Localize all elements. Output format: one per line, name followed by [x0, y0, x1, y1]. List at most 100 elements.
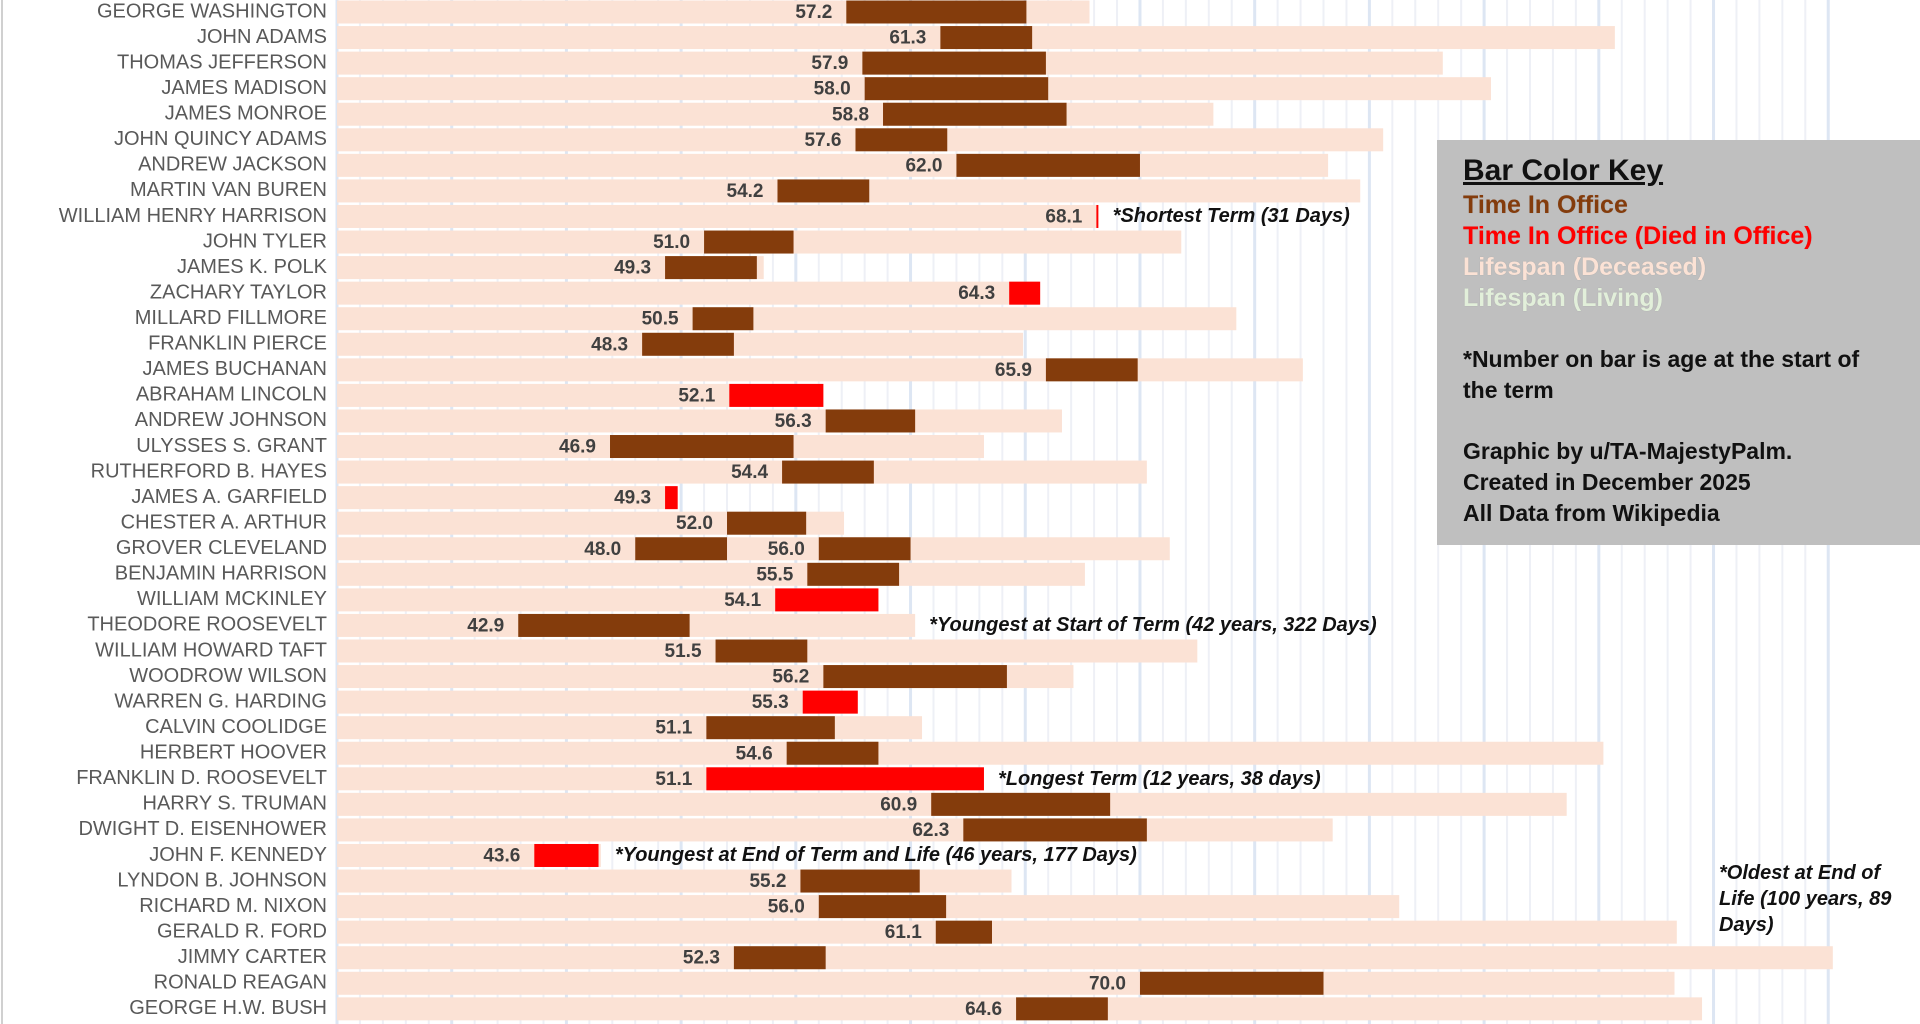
start-age-label: 61.1: [885, 922, 922, 943]
start-age-label: 62.0: [905, 155, 942, 176]
president-name: LYNDON B. JOHNSON: [117, 869, 327, 891]
term-bar: [862, 51, 1046, 75]
legend-note: Created in December 2025: [1463, 469, 1751, 495]
term-bar-died: [665, 486, 678, 510]
president-name: GEORGE H.W. BUSH: [129, 997, 327, 1019]
lifespan-bar: [337, 409, 1062, 433]
annotation: *Youngest at Start of Term (42 years, 32…: [929, 614, 1377, 637]
president-name: WOODROW WILSON: [129, 665, 327, 687]
start-age-label: 68.1: [1045, 206, 1082, 227]
annotation: *Shortest Term (31 Days): [1112, 205, 1350, 228]
term-bar: [635, 537, 728, 561]
start-age-label: 58.8: [832, 104, 869, 125]
lifespan-bar: [337, 971, 1675, 995]
legend-title: Bar Color Key: [1463, 154, 1664, 187]
start-age-label: 55.2: [749, 871, 786, 892]
president-name: JAMES MONROE: [165, 103, 327, 125]
term-bar: [800, 869, 920, 893]
legend-note: *Number on bar is age at the start of th…: [1463, 346, 1860, 403]
term-bar: [786, 741, 879, 765]
lifespan-bar: [337, 256, 764, 280]
term-bar: [642, 332, 734, 356]
term-bar: [846, 0, 1027, 24]
annotation: *Oldest at End of Life (100 years, 89 Da…: [1719, 862, 1892, 937]
start-age-label: 48.0: [584, 539, 621, 560]
president-name: MARTIN VAN BUREN: [130, 179, 327, 201]
start-age-label: 52.1: [678, 385, 715, 406]
president-name: ULYSSES S. GRANT: [136, 435, 327, 457]
lifespan-bar: [337, 383, 824, 407]
legend-item: Time In Office: [1463, 191, 1628, 219]
start-age-label: 54.2: [727, 181, 764, 202]
president-name: JOHN QUINCY ADAMS: [114, 128, 327, 150]
lifespan-bar: [337, 307, 1237, 331]
president-name: HARRY S. TRUMAN: [143, 793, 327, 815]
term-bar: [956, 153, 1140, 177]
president-name: FRANKLIN D. ROOSEVELT: [76, 767, 327, 789]
term-bar: [1016, 997, 1108, 1021]
president-name: JAMES K. POLK: [177, 256, 328, 278]
lifespan-bar: [337, 588, 879, 612]
term-bar: [782, 460, 874, 484]
term-bar: [855, 128, 948, 152]
start-age-label: 61.3: [889, 28, 926, 49]
term-bar: [823, 665, 1007, 689]
president-name: CHESTER A. ARTHUR: [121, 511, 327, 533]
president-name: BENJAMIN HARRISON: [115, 563, 327, 585]
start-age-label: 49.3: [614, 258, 651, 279]
term-bar-died: [534, 843, 599, 867]
lifespan-bar: [337, 562, 1085, 586]
term-bar-died: [1096, 204, 1099, 228]
president-name: JOHN TYLER: [203, 230, 327, 252]
president-name: RUTHERFORD B. HAYES: [91, 460, 327, 482]
president-name: GEORGE WASHINGTON: [97, 0, 327, 22]
president-name: THOMAS JEFFERSON: [117, 51, 327, 73]
lifespan-bar: [337, 153, 1329, 177]
term-bar: [963, 818, 1147, 842]
start-age-label: 50.5: [642, 309, 679, 330]
start-age-label: 54.6: [736, 743, 773, 764]
term-bar: [727, 511, 807, 535]
president-name: GROVER CLEVELAND: [116, 537, 327, 559]
lifespan-bar: [337, 511, 845, 535]
president-name: FRANKLIN PIERCE: [148, 333, 327, 355]
president-name: RICHARD M. NIXON: [139, 895, 327, 917]
president-name: JAMES A. GARFIELD: [131, 486, 327, 508]
lifespan-bar: [337, 486, 677, 510]
start-age-label: 55.3: [752, 692, 789, 713]
legend-item: Lifespan (Deceased): [1463, 253, 1707, 281]
start-age-label: 65.9: [995, 360, 1032, 381]
president-name: JAMES BUCHANAN: [143, 358, 327, 380]
president-name: WILLIAM MCKINLEY: [137, 588, 327, 610]
term-bar: [818, 895, 947, 919]
lifespan-bar: [337, 741, 1604, 765]
term-bar: [715, 639, 808, 663]
lifespan-bar: [337, 920, 1677, 944]
start-age-label: 56.0: [768, 539, 805, 560]
start-age-label: 51.1: [655, 769, 692, 790]
term-bar: [665, 256, 757, 280]
president-name: ANDREW JACKSON: [138, 154, 327, 176]
president-name: WARREN G. HARDING: [114, 690, 327, 712]
lifespan-bar: [337, 946, 1833, 970]
legend-note: Graphic by u/TA-MajestyPalm.: [1463, 438, 1793, 464]
president-name: ABRAHAM LINCOLN: [136, 384, 327, 406]
president-name: CALVIN COOLIDGE: [145, 716, 327, 738]
term-bar: [940, 26, 1033, 50]
start-age-label: 64.6: [965, 999, 1002, 1020]
term-bar: [706, 716, 835, 740]
term-bar: [1139, 971, 1324, 995]
lifespan-bar: [337, 690, 858, 714]
president-name: WILLIAM HENRY HARRISON: [59, 205, 327, 227]
term-bar-died: [802, 690, 858, 714]
start-age-label: 56.0: [768, 897, 805, 918]
lifespan-bar: [337, 460, 1147, 484]
president-name: JIMMY CARTER: [178, 946, 327, 968]
term-bar: [610, 435, 794, 459]
legend-item: Time In Office (Died in Office): [1463, 222, 1813, 250]
start-age-label: 42.9: [467, 615, 504, 636]
start-age-label: 62.3: [912, 820, 949, 841]
start-age-label: 46.9: [559, 437, 596, 458]
